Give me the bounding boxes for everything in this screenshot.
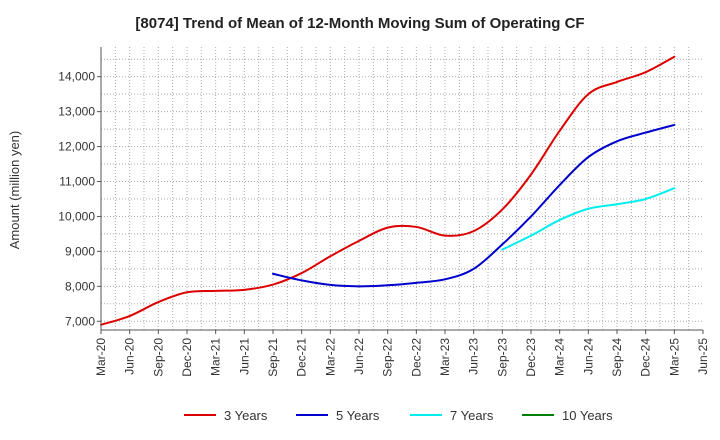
y-tick-label: 10,000 [58, 209, 95, 223]
y-axis-label: Amount (million yen) [7, 131, 22, 250]
x-tick-label: Mar-23 [438, 338, 452, 376]
x-tick-label: Sep-23 [495, 338, 509, 377]
legend-label-7-years: 7 Years [450, 408, 494, 423]
y-tick-label: 8,000 [65, 279, 95, 293]
x-tick-label: Jun-21 [237, 338, 251, 375]
legend-label-5-years: 5 Years [336, 408, 380, 423]
y-tick-label: 14,000 [58, 70, 95, 84]
legend: 3 Years 5 Years 7 Years 10 Years [184, 408, 613, 423]
y-tick-label: 7,000 [65, 314, 95, 328]
x-tick-label: Dec-23 [524, 338, 538, 377]
x-tick-label: Mar-20 [94, 338, 108, 376]
x-tick-label: Jun-20 [123, 338, 137, 375]
x-tick-label: Jun-23 [467, 338, 481, 375]
x-tick-label: Mar-22 [323, 338, 337, 376]
x-tick-label: Mar-25 [667, 338, 681, 376]
series-line-5-years [272, 123, 676, 288]
y-tick-label: 11,000 [59, 175, 95, 189]
series-lines [100, 55, 676, 326]
x-tick-label: Jun-25 [696, 338, 710, 375]
x-tick-label: Sep-24 [610, 338, 624, 377]
y-tick-label: 13,000 [58, 105, 95, 119]
chart-title: [8074] Trend of Mean of 12-Month Moving … [135, 15, 584, 32]
x-tick-label: Dec-20 [180, 338, 194, 377]
x-tick-label: Sep-20 [151, 338, 165, 377]
series-line-3-years [100, 55, 676, 326]
legend-label-10-years: 10 Years [562, 408, 613, 423]
x-tick-label: Jun-22 [352, 338, 366, 375]
y-tick-label: 9,000 [65, 244, 95, 258]
series-line-7-years [501, 187, 676, 251]
x-tick-label: Jun-24 [581, 338, 595, 375]
x-tick-label: Dec-24 [639, 338, 653, 377]
grid [101, 47, 703, 330]
y-tick-label: 12,000 [58, 140, 95, 154]
x-tick-label: Dec-22 [409, 338, 423, 377]
x-tick-label: Mar-21 [209, 338, 223, 376]
x-tick-label: Mar-24 [553, 338, 567, 376]
x-tick-label: Dec-21 [295, 338, 309, 377]
legend-label-3-years: 3 Years [224, 408, 268, 423]
x-tick-label: Sep-21 [266, 338, 280, 377]
axes: 7,000 8,000 9,000 10,000 11,000 12,000 13,000 1… [58, 47, 710, 377]
x-tick-label: Sep-22 [381, 338, 395, 377]
